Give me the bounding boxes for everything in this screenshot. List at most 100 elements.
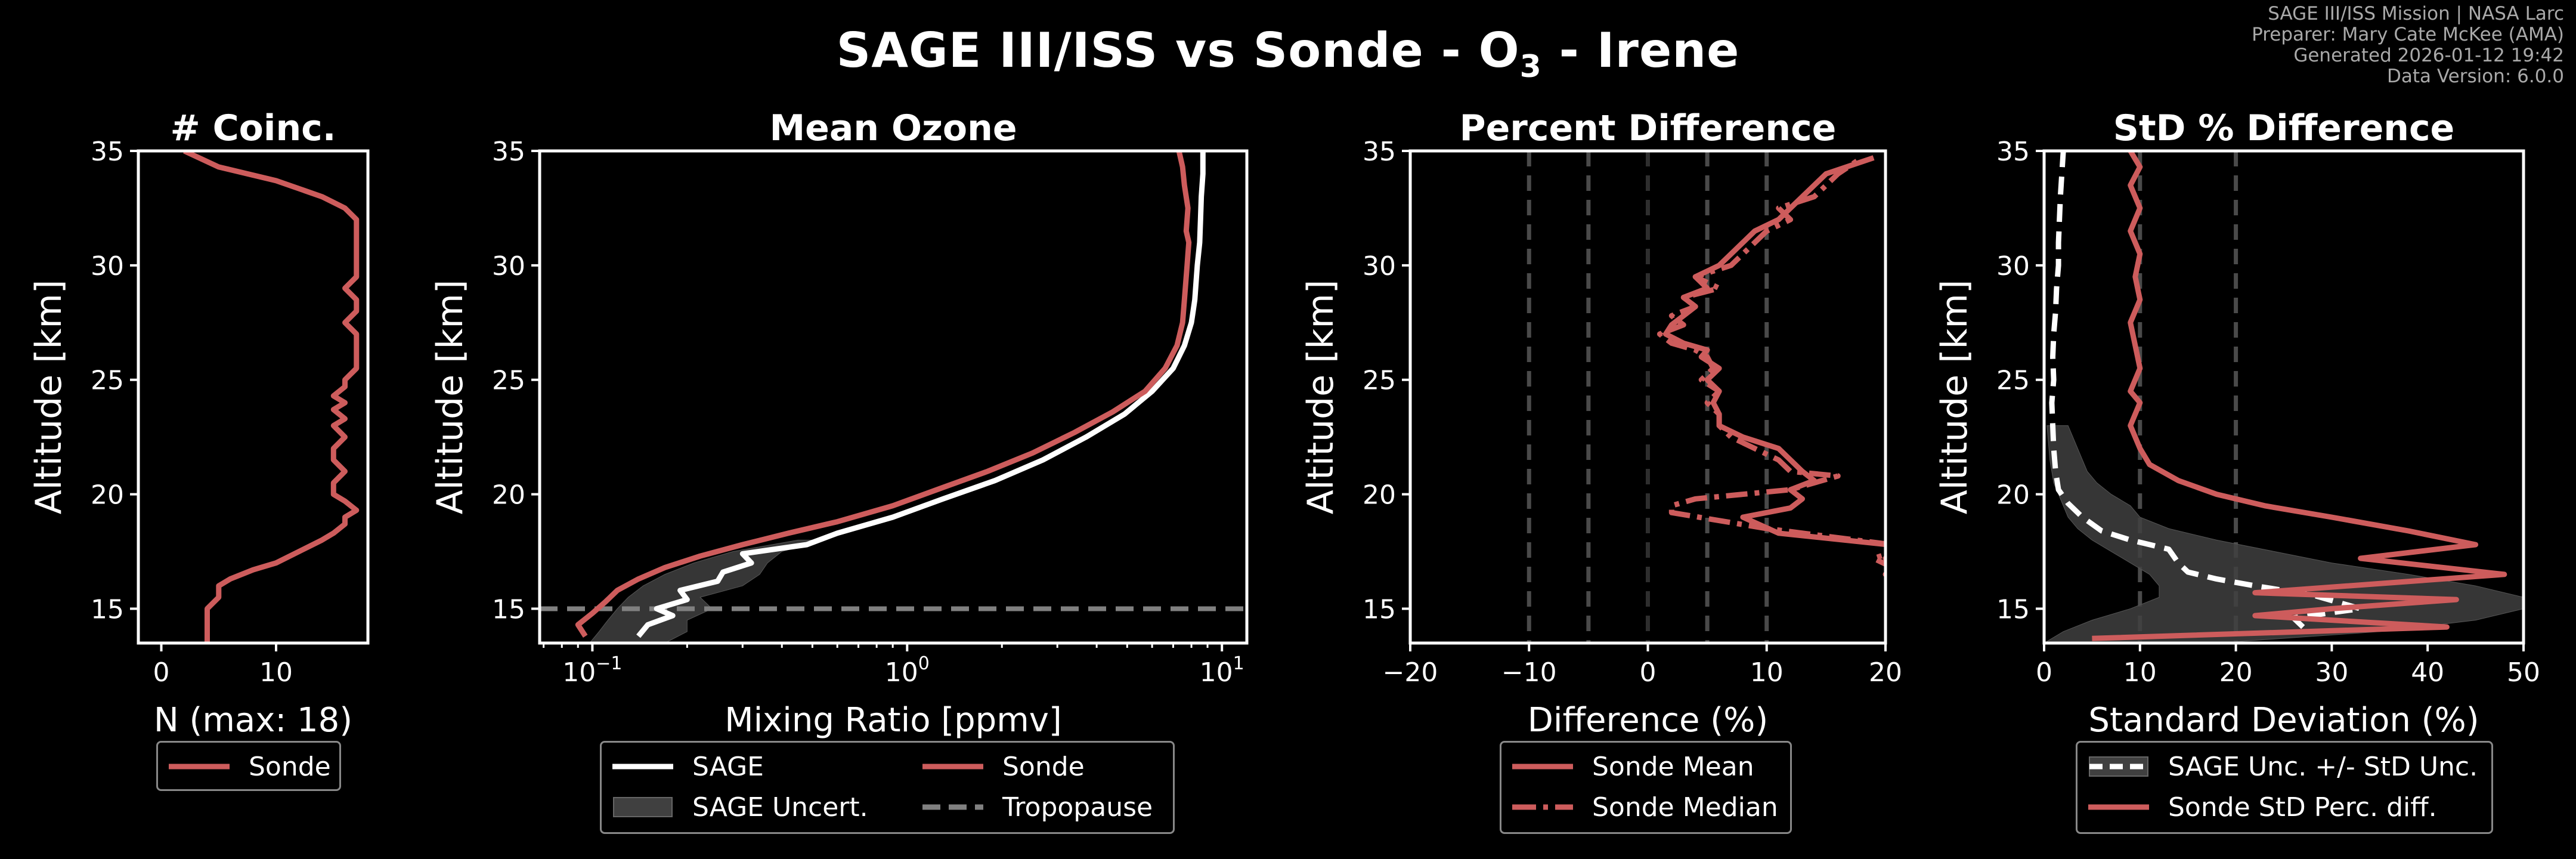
chart-coinc: 15 20 25 30 35 0 10 # Coinc. N (max: 18) Altitude… (28, 107, 370, 740)
y-tick-label: 35 (1996, 137, 2030, 167)
y-axis-label: Altitude [km] (1300, 280, 1342, 515)
legend-label: Sonde (1002, 751, 1085, 782)
legend-label: Sonde Median (1592, 792, 1778, 823)
chart-pctdiff: 15 20 25 30 35 −20 −10 0 10 20 Percent Difference D… (1300, 107, 1902, 740)
mission-line: SAGE III/ISS Mission | NASA Larc (2268, 3, 2564, 24)
panel-title: Mean Ozone (769, 107, 1017, 149)
x-tick-label: 30 (2315, 657, 2348, 688)
legend-swatch (922, 804, 983, 810)
y-tick-label: 30 (1996, 251, 2030, 282)
legend-std: SAGE Unc. +/- StD Unc. Sonde StD Perc. di… (2076, 741, 2493, 834)
y-tick-label: 25 (1996, 366, 2030, 396)
figure-title: SAGE III/ISS vs Sonde - O3 - Irene (836, 23, 1740, 85)
plot-area (2044, 151, 2524, 643)
y-axis-label: Altitude [km] (28, 280, 70, 515)
x-tick-label: 20 (1869, 657, 1902, 688)
legend-mean: SAGE Sonde SAGE Uncert. Tropopause (600, 741, 1175, 834)
panel-title: StD % Difference (2113, 107, 2455, 149)
y-axis-label: Altitude [km] (429, 280, 471, 515)
legend-coinc: Sonde (156, 741, 341, 791)
y-tick-label: 20 (492, 480, 525, 511)
x-tick-label: 100 (885, 653, 930, 688)
series-sonde-std-perc-diff- (2092, 151, 2507, 641)
x-tick-label: 40 (2411, 657, 2444, 688)
axes-frame (2042, 149, 2525, 645)
data-version-line: Data Version: 6.0.0 (2386, 66, 2564, 87)
legend-label: SAGE (692, 751, 764, 782)
y-tick-label: 30 (91, 251, 124, 282)
y-tick-label: 25 (91, 366, 124, 396)
series-sonde-median (1657, 155, 1885, 577)
y-tick-label: 20 (91, 480, 124, 511)
legend-patch (613, 797, 673, 817)
plot-area (1527, 151, 1885, 643)
mission-info: SAGE III/ISS Mission | NASA Larc Prepare… (2252, 4, 2564, 87)
legend-label: Sonde Mean (1592, 751, 1754, 782)
legend-swatch (613, 797, 673, 817)
chart-mean: 15 20 25 30 35 10−1 100 101 Mean Ozone Mixing Rat… (429, 107, 1249, 740)
x-tick-label: 10 (259, 657, 293, 688)
legend-pctdiff: Sonde Mean Sonde Median (1500, 741, 1792, 834)
y-tick-label: 30 (492, 251, 525, 282)
legend-label: SAGE Uncert. (692, 792, 868, 823)
plot-area (540, 151, 1247, 643)
panel-title: # Coinc. (170, 107, 336, 149)
legend-item: Sonde StD Perc. diff. (2086, 789, 2437, 825)
y-tick-label: 25 (492, 366, 525, 396)
plot-area (183, 151, 360, 643)
x-tick-label: 0 (153, 657, 170, 688)
x-axis-label: N (max: 18) (154, 701, 352, 740)
legend-item: Sonde (920, 749, 1085, 784)
series-sonde-mean (1662, 155, 1885, 577)
x-tick-label: −10 (1501, 657, 1557, 688)
y-tick-label: 30 (1363, 251, 1396, 282)
x-tick-label: 101 (1200, 653, 1244, 688)
chart-std: 15 20 25 30 35 0 10 20 30 40 50 StD % Difference Sta… (1934, 107, 2540, 740)
x-tick-label: −20 (1383, 657, 1438, 688)
panel-title: Percent Difference (1460, 107, 1837, 149)
legend-item: Sonde Median (1510, 789, 1778, 825)
generated-line: Generated 2026-01-12 19:42 (2293, 45, 2564, 66)
y-tick-label: 15 (1363, 594, 1396, 625)
legend-item: Tropopause (920, 789, 1153, 825)
legend-swatch (922, 764, 983, 770)
x-tick-label: 10 (1750, 657, 1784, 688)
x-tick-label: 10−1 (562, 653, 622, 688)
y-tick-label: 25 (1363, 366, 1396, 396)
series-sonde (183, 151, 360, 643)
legend-item: Sonde Mean (1510, 749, 1754, 784)
series-sonde (575, 151, 1192, 638)
axes-frame (137, 149, 370, 645)
x-tick-label: 20 (2219, 657, 2253, 688)
y-tick-label: 35 (1363, 137, 1396, 167)
y-axis-label: Altitude [km] (1934, 280, 1976, 515)
y-tick-label: 35 (492, 137, 525, 167)
legend-swatch (2089, 756, 2148, 777)
x-tick-label: 50 (2507, 657, 2540, 688)
x-tick-label: 0 (1640, 657, 1657, 688)
legend-item: SAGE Uncert. (610, 789, 868, 825)
legend-label: SAGE Unc. +/- StD Unc. (2168, 751, 2478, 782)
legend-swatch (1512, 804, 1573, 810)
legend-label: Sonde StD Perc. diff. (2168, 792, 2437, 823)
y-tick-label: 15 (1996, 594, 2030, 625)
y-tick-label: 20 (1996, 480, 2030, 511)
legend-label: Sonde (249, 751, 331, 782)
series-sage-unc- (2049, 151, 2364, 629)
x-axis-label: Difference (%) (1528, 701, 1768, 740)
legend-item: SAGE (610, 749, 764, 784)
legend-swatch (1512, 764, 1573, 770)
x-tick-label: 0 (2036, 657, 2052, 688)
x-tick-label: 10 (2123, 657, 2157, 688)
x-axis-label: Mixing Ratio [ppmv] (724, 701, 1061, 740)
legend-swatch (169, 764, 230, 770)
legend-swatch (612, 764, 673, 770)
y-tick-label: 15 (91, 594, 124, 625)
legend-item: Sonde (166, 749, 331, 784)
y-tick-label: 35 (91, 137, 124, 167)
y-tick-label: 15 (492, 594, 525, 625)
legend-swatch (2088, 804, 2149, 810)
series-sage (636, 151, 1206, 638)
preparer-line: Preparer: Mary Cate McKee (AMA) (2252, 24, 2564, 45)
